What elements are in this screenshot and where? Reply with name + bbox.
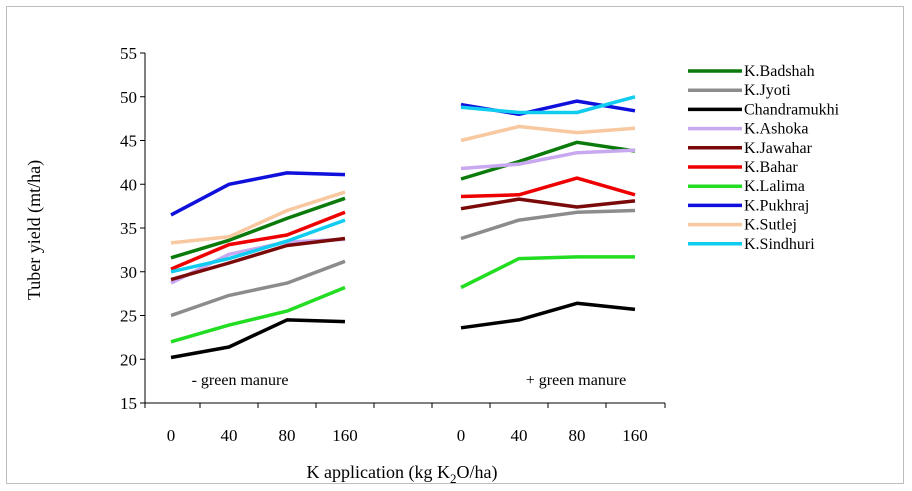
series-line-k-jawahar-group-2 [460, 197, 636, 211]
series-line-k-jawahar-group-1 [170, 236, 346, 282]
legend-label: K.Sindhuri [744, 236, 815, 253]
series-line-k-pukhraj-group-1 [170, 171, 346, 217]
legend-label: K.Badshah [744, 63, 815, 80]
series-line-k-jyoti-group-2 [460, 208, 636, 241]
x-tick-label: 80 [279, 426, 296, 445]
legend-label: K.Pukhraj [744, 197, 809, 214]
series-line-k-sindhuri-group-1 [170, 218, 346, 274]
series-line-chandramukhi-group-2 [460, 301, 636, 330]
annotation-minus-green-manure: - green manure [192, 372, 289, 389]
x-tick-label: 160 [332, 426, 358, 445]
y-tick-label: 25 [120, 307, 137, 326]
series-line-k-sutlej-group-1 [170, 190, 346, 245]
x-tick-label: 40 [221, 426, 238, 445]
legend-label: Chandramukhi [744, 101, 840, 118]
y-axis-title: Tuber yield (mt/ha) [24, 160, 45, 300]
y-tick-label: 40 [120, 175, 137, 194]
legend-label: K.Sutlej [744, 217, 797, 234]
series-line-k-lalima-group-2 [460, 255, 635, 290]
series-line-k-badshah-group-2 [460, 140, 636, 181]
series-line-k-sindhuri-group-2 [460, 95, 636, 115]
y-tick-label: 55 [120, 44, 137, 63]
legend: K.Badshah K.Jyoti Chandramukhi K.Ashoka K.Ja… [688, 63, 840, 253]
x-axis-title-tail: O/ha) [456, 462, 497, 483]
legend-label: K.Lalima [744, 178, 805, 195]
x-axis-title: K application (kg K2O/ha) [307, 462, 498, 486]
x-tick-label: 40 [511, 426, 528, 445]
series-line-chandramukhi-group-1 [170, 318, 346, 360]
series-line-k-ashoka-group-2 [460, 148, 636, 171]
legend-label: K.Ashoka [744, 121, 808, 138]
x-tick-label: 160 [622, 426, 648, 445]
series-line-k-jyoti-group-1 [170, 259, 346, 318]
series-line-k-bahar-group-1 [170, 210, 346, 271]
x-tick-label: 80 [569, 426, 586, 445]
axes: 15 20 25 30 35 40 45 50 55 0 40 80 160 0 40 80 160 [120, 44, 666, 445]
series-line-k-badshah-group-1 [170, 196, 346, 260]
x-tick-label: 0 [167, 426, 176, 445]
series-line-k-lalima-group-1 [170, 285, 346, 344]
series-line-k-sutlej-group-2 [460, 124, 636, 143]
x-axis-title-subscript: 2 [450, 471, 457, 486]
legend-label: K.Jyoti [744, 82, 791, 99]
x-axis-title-main: K application (kg K [307, 462, 450, 483]
annotation-plus-green-manure: + green manure [526, 372, 627, 389]
y-tick-label: 35 [120, 219, 137, 238]
y-tick-label: 15 [120, 394, 137, 413]
legend-label: K.Jawahar [744, 140, 813, 157]
series-lines [170, 95, 636, 360]
y-tick-label: 45 [120, 132, 137, 151]
chart-frame [6, 6, 904, 484]
series-line-k-bahar-group-2 [460, 176, 636, 199]
legend-label: K.Bahar [744, 159, 798, 176]
series-line-k-ashoka-group-1 [170, 237, 346, 285]
y-tick-label: 20 [120, 350, 137, 369]
y-tick-label: 30 [120, 263, 137, 282]
y-tick-label: 50 [120, 88, 137, 107]
x-tick-label: 0 [457, 426, 466, 445]
